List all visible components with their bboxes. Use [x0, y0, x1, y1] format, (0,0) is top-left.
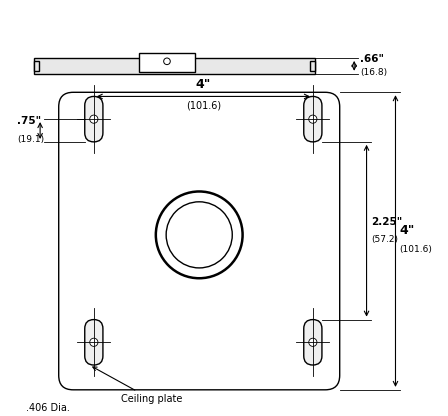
Circle shape [156, 191, 243, 278]
Circle shape [90, 115, 98, 123]
Bar [310, 61, 315, 71]
Text: .66": .66" [360, 54, 384, 64]
Text: (19.1): (19.1) [17, 135, 44, 144]
Text: (101.6): (101.6) [399, 245, 432, 254]
Text: .406 Dia.: .406 Dia. [26, 403, 69, 413]
Text: (16.8): (16.8) [360, 68, 388, 77]
Bar [34, 58, 315, 74]
Circle shape [309, 338, 317, 347]
Text: .75": .75" [17, 116, 42, 126]
Text: 2.25": 2.25" [371, 217, 403, 227]
Bar [139, 53, 195, 72]
Text: 4": 4" [400, 224, 415, 237]
Circle shape [309, 115, 317, 123]
Bar [34, 61, 39, 71]
FancyBboxPatch shape [304, 319, 322, 365]
Circle shape [166, 202, 232, 268]
Text: 4": 4" [196, 79, 211, 92]
FancyBboxPatch shape [304, 97, 322, 142]
Circle shape [90, 338, 98, 347]
Text: (57.2): (57.2) [371, 235, 399, 244]
FancyBboxPatch shape [85, 97, 103, 142]
FancyBboxPatch shape [59, 92, 340, 390]
Text: Ceiling plate: Ceiling plate [93, 367, 182, 404]
Text: (101.6): (101.6) [186, 101, 221, 111]
Circle shape [164, 58, 170, 64]
FancyBboxPatch shape [85, 319, 103, 365]
